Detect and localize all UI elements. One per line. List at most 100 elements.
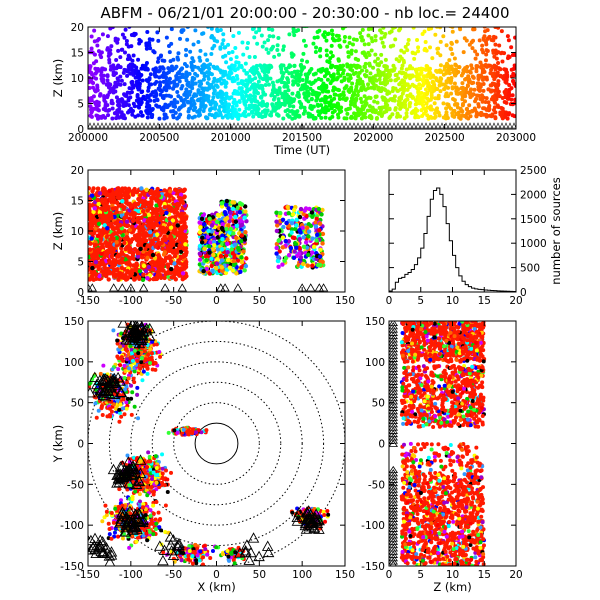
source-point xyxy=(234,60,239,65)
source-point xyxy=(489,89,494,94)
source-point xyxy=(133,67,138,72)
source-point xyxy=(251,94,256,99)
source-point xyxy=(145,243,150,249)
source-point xyxy=(242,68,247,73)
source-point xyxy=(434,78,439,83)
ground-marker xyxy=(423,122,429,129)
source-point xyxy=(336,57,341,62)
ground-marker xyxy=(191,122,197,129)
source-point xyxy=(152,94,157,99)
source-point xyxy=(508,102,513,107)
source-point xyxy=(264,67,269,72)
source-point xyxy=(199,240,205,245)
source-point xyxy=(309,82,314,87)
source-point xyxy=(241,52,246,57)
source-point xyxy=(353,103,358,108)
source-point xyxy=(124,39,129,44)
source-point xyxy=(223,53,228,58)
source-point xyxy=(502,90,507,95)
source-point xyxy=(309,96,314,101)
source-point xyxy=(93,100,98,105)
source-point xyxy=(219,81,224,86)
source-point xyxy=(180,271,186,276)
source-point xyxy=(179,227,185,232)
source-point xyxy=(425,92,430,97)
ground-marker xyxy=(295,122,301,129)
source-point xyxy=(481,88,486,93)
source-point xyxy=(458,106,463,111)
source-point xyxy=(228,57,233,62)
source-point xyxy=(413,102,418,107)
source-point xyxy=(500,59,505,64)
source-point xyxy=(513,35,516,40)
source-point xyxy=(318,54,323,59)
source-point xyxy=(126,98,131,103)
ground-marker xyxy=(279,122,285,129)
source-point xyxy=(233,235,239,240)
source-point xyxy=(335,101,340,106)
source-point xyxy=(253,88,258,93)
source-point xyxy=(216,108,221,113)
source-point xyxy=(419,108,424,113)
source-point xyxy=(260,115,265,120)
source-point xyxy=(231,231,236,236)
source-point xyxy=(421,82,426,87)
source-point xyxy=(260,103,265,108)
source-point xyxy=(377,77,382,82)
source-point xyxy=(496,27,501,30)
source-point xyxy=(324,95,329,100)
source-point xyxy=(428,114,433,119)
source-point xyxy=(252,82,257,87)
source-point xyxy=(233,214,238,220)
source-point xyxy=(137,105,142,110)
source-point xyxy=(274,89,279,94)
source-point xyxy=(510,93,515,98)
source-point xyxy=(495,93,500,98)
source-point xyxy=(174,83,179,88)
source-point xyxy=(106,204,111,209)
source-point xyxy=(507,55,512,60)
source-point xyxy=(184,64,189,69)
ground-marker xyxy=(363,122,369,129)
ground-marker xyxy=(199,122,205,129)
source-point xyxy=(394,77,399,82)
source-point xyxy=(471,27,476,32)
source-point xyxy=(213,265,219,271)
source-point xyxy=(152,236,157,242)
source-point xyxy=(300,58,305,63)
source-point xyxy=(338,92,343,97)
source-point xyxy=(493,84,498,89)
source-point xyxy=(211,79,216,84)
ground-marker xyxy=(435,122,441,129)
ground-marker xyxy=(319,122,325,129)
source-point xyxy=(360,27,365,32)
source-point xyxy=(240,89,245,94)
ground-marker xyxy=(307,122,313,129)
source-point xyxy=(90,80,95,85)
ground-marker xyxy=(115,122,121,129)
ground-marker xyxy=(159,122,165,129)
ground-marker xyxy=(135,122,141,129)
source-point xyxy=(116,82,121,87)
source-point xyxy=(139,90,144,95)
source-point xyxy=(219,247,225,252)
source-point xyxy=(209,223,215,228)
source-point xyxy=(155,272,161,277)
source-point xyxy=(238,113,243,118)
source-point xyxy=(231,262,237,268)
ground-marker xyxy=(303,122,309,129)
source-point xyxy=(129,271,135,276)
source-point xyxy=(497,43,502,48)
source-point xyxy=(448,80,453,85)
source-point xyxy=(363,61,368,66)
source-point xyxy=(428,71,433,76)
source-point xyxy=(368,96,373,101)
source-point xyxy=(287,32,292,37)
source-point xyxy=(421,103,426,108)
source-point xyxy=(242,109,247,114)
source-point xyxy=(236,247,241,252)
time-height-xtick-label: 200500 xyxy=(139,132,179,144)
source-point xyxy=(171,86,176,91)
source-point xyxy=(226,109,231,114)
source-point xyxy=(94,69,99,74)
